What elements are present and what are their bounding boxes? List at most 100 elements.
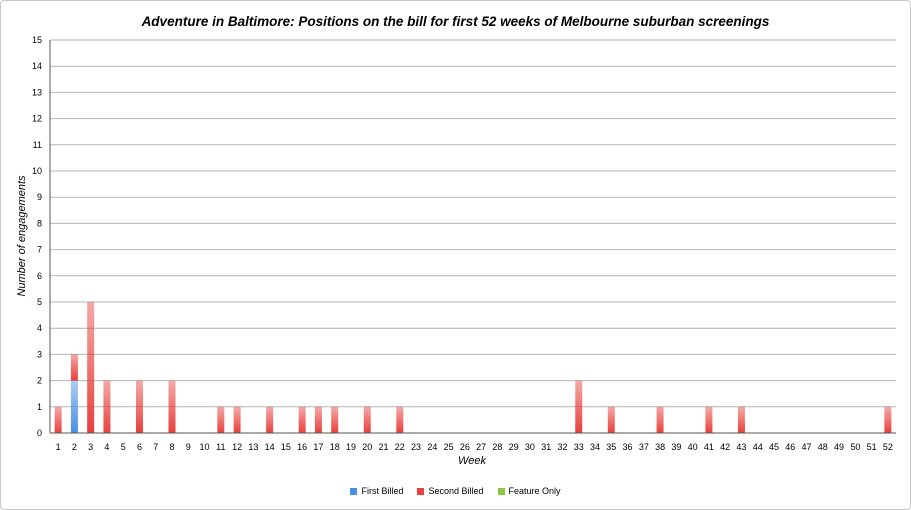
x-tick-label: 15: [281, 442, 291, 452]
x-tick-label: 2: [72, 442, 77, 452]
x-tick-label: 43: [736, 442, 746, 452]
chart-title: Adventure in Baltimore: Positions on the…: [141, 14, 770, 29]
bar-second-billed: [54, 406, 62, 433]
x-tick-label: 50: [850, 442, 860, 452]
bar-second-billed: [884, 406, 892, 433]
x-tick-label: 36: [623, 442, 633, 452]
y-tick-label: 14: [32, 61, 42, 71]
x-tick-label: 32: [557, 442, 567, 452]
x-tick-label: 4: [104, 442, 109, 452]
bar-second-billed: [233, 406, 241, 433]
x-tick-label: 49: [834, 442, 844, 452]
x-tick-label: 1: [56, 442, 61, 452]
x-tick-label: 18: [330, 442, 340, 452]
x-tick-label: 29: [509, 442, 519, 452]
bar-second-billed: [331, 406, 339, 433]
x-tick-label: 28: [492, 442, 502, 452]
legend-label: Second Billed: [428, 486, 484, 496]
legend-swatch: [350, 487, 358, 495]
x-tick-label: 5: [121, 442, 126, 452]
x-tick-label: 12: [232, 442, 242, 452]
x-tick-label: 52: [883, 442, 893, 452]
x-axis-label: Week: [458, 455, 486, 467]
bar-second-billed: [575, 380, 583, 433]
bar-second-billed: [217, 406, 225, 433]
bar-second-billed: [266, 406, 274, 433]
y-tick-label: 1: [37, 402, 42, 412]
y-tick-label: 15: [32, 35, 42, 45]
bar-second-billed: [314, 406, 322, 433]
y-tick-label: 9: [37, 192, 42, 202]
x-tick-label: 17: [313, 442, 323, 452]
bar-second-billed: [705, 406, 713, 433]
x-tick-label: 19: [346, 442, 356, 452]
legend: First Billed Second Billed Feature Only: [0, 486, 911, 496]
x-tick-label: 3: [88, 442, 93, 452]
x-tick-label: 51: [867, 442, 877, 452]
y-tick-label: 5: [37, 297, 42, 307]
y-tick-label: 0: [37, 428, 42, 438]
legend-item: Feature Only: [497, 486, 561, 496]
bar-second-billed: [363, 406, 371, 433]
x-tick-labels: 1 2 3 4 5 6 7 8 9 10 11 12 13 14 15 16 17 18 19 20 21 22 23 24 2…: [56, 442, 893, 452]
x-tick-label: 44: [753, 442, 763, 452]
x-tick-label: 23: [411, 442, 421, 452]
x-tick-label: 33: [574, 442, 584, 452]
x-tick-label: 21: [379, 442, 389, 452]
bar-second-billed: [135, 380, 143, 433]
x-tick-label: 27: [476, 442, 486, 452]
x-tick-label: 11: [216, 442, 225, 452]
y-tick-label: 11: [33, 140, 42, 150]
y-tick-label: 12: [32, 114, 42, 124]
x-tick-label: 24: [427, 442, 437, 452]
x-tick-label: 45: [769, 442, 779, 452]
x-tick-label: 16: [297, 442, 307, 452]
x-tick-label: 38: [655, 442, 665, 452]
y-tick-label: 3: [37, 349, 42, 359]
x-tick-label: 46: [785, 442, 795, 452]
x-tick-label: 13: [248, 442, 258, 452]
bar-first-billed: [70, 380, 78, 433]
bar-second-billed: [737, 406, 745, 433]
x-tick-label: 9: [186, 442, 191, 452]
y-tick-label: 8: [37, 218, 42, 228]
y-tick-label: 6: [37, 271, 42, 281]
x-tick-label: 6: [137, 442, 142, 452]
y-tick-label: 7: [37, 245, 42, 255]
x-tick-label: 34: [590, 442, 600, 452]
x-tick-label: 7: [153, 442, 158, 452]
legend-label: First Billed: [361, 486, 404, 496]
bar-second-billed: [168, 380, 176, 433]
y-tick-label: 2: [37, 376, 42, 386]
bar-second-billed: [70, 354, 78, 381]
x-tick-label: 10: [200, 442, 210, 452]
y-tick-label: 4: [37, 323, 42, 333]
x-tick-label: 20: [362, 442, 372, 452]
legend-swatch: [497, 487, 505, 495]
x-tick-label: 25: [444, 442, 454, 452]
legend-item: First Billed: [350, 486, 403, 496]
legend-item: Second Billed: [417, 486, 484, 496]
x-tick-label: 35: [606, 442, 616, 452]
bar-second-billed: [607, 406, 615, 433]
bar-second-billed: [298, 406, 306, 433]
x-tick-label: 40: [688, 442, 698, 452]
x-tick-label: 22: [395, 442, 405, 452]
axes: [49, 40, 896, 434]
bar-second-billed: [103, 380, 111, 433]
x-tick-label: 48: [818, 442, 828, 452]
legend-swatch: [417, 487, 425, 495]
bar-second-billed: [87, 302, 95, 433]
bar-second-billed: [396, 406, 404, 433]
y-tick-label: 13: [32, 87, 42, 97]
x-tick-label: 41: [704, 442, 714, 452]
x-tick-label: 42: [720, 442, 730, 452]
x-tick-label: 47: [802, 442, 812, 452]
x-tick-label: 30: [525, 442, 535, 452]
bars: [54, 302, 892, 433]
legend-label: Feature Only: [508, 486, 561, 496]
x-tick-label: 14: [265, 442, 275, 452]
